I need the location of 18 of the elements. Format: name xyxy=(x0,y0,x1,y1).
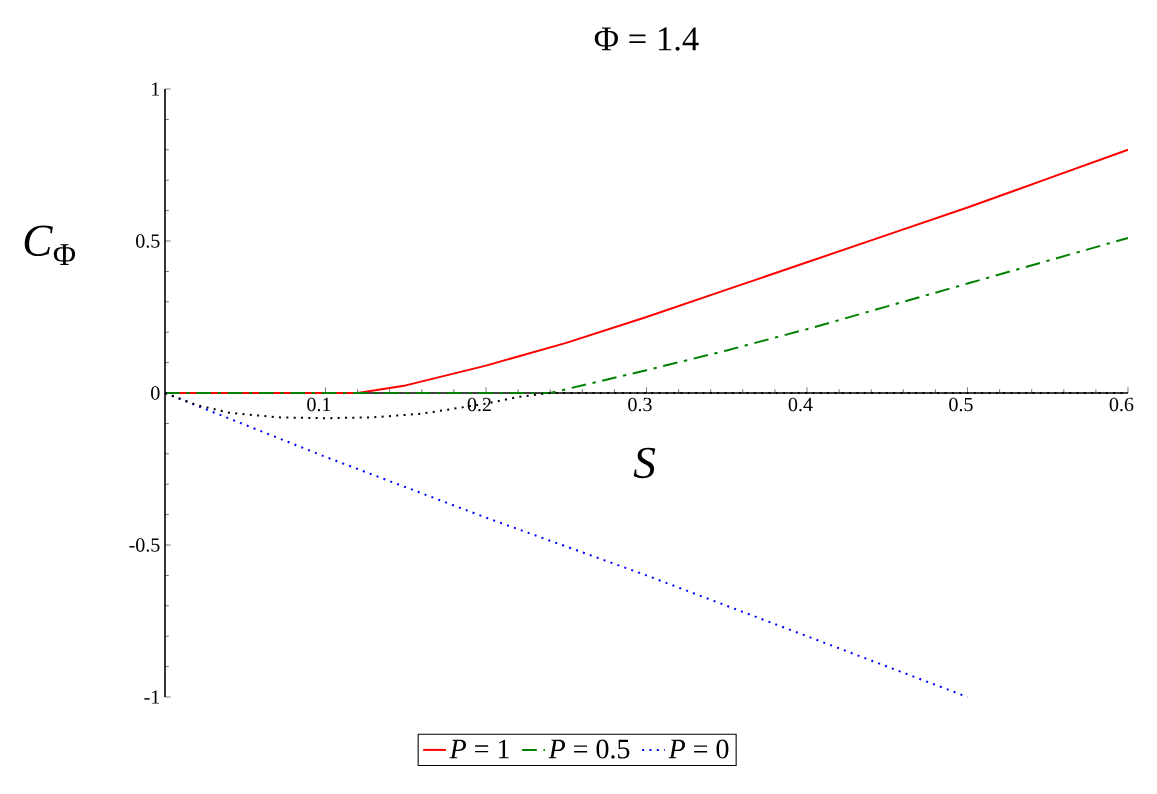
x-tick-label: 0.5 xyxy=(949,397,973,412)
y-tick-label: -1 xyxy=(144,690,160,704)
x-tick-label: 0.6 xyxy=(1109,397,1134,412)
x-tick-label: 0.2 xyxy=(467,397,491,412)
x-tick-label: 0.4 xyxy=(788,397,813,412)
y-tick-label: 1 xyxy=(152,82,160,96)
x-tick-label: 0.3 xyxy=(628,397,652,412)
legend-label: P = 0 xyxy=(668,739,729,759)
y-tick-label: 0 xyxy=(151,386,160,400)
line-series xyxy=(164,236,1129,394)
y-tick-label: -0.5 xyxy=(129,538,160,552)
legend-label: P = 1 xyxy=(449,739,509,759)
legend-label: P = 0.5 xyxy=(548,739,630,759)
y-tick-label: 0.5 xyxy=(136,234,160,248)
chart-title: Φ = 1.4 xyxy=(594,27,699,51)
y-axis-title: C$_{Φ}$ xyxy=(24,225,76,265)
x-tick-label: 0.1 xyxy=(307,397,331,412)
x-axis-title: S xyxy=(633,447,656,479)
